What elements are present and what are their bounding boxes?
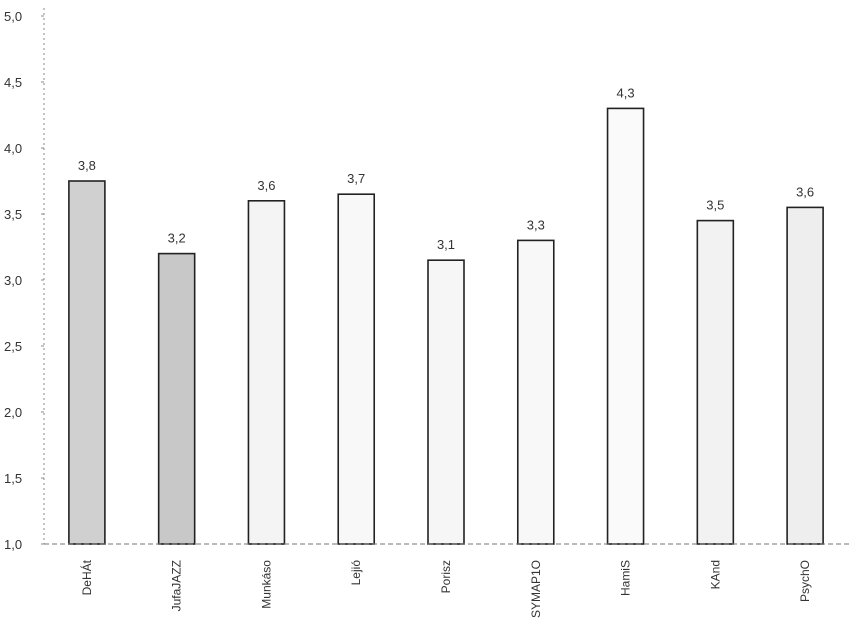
bar	[786, 206, 824, 545]
bar	[337, 193, 376, 545]
x-tick-label: Munkáso	[259, 560, 273, 609]
bars-group: 3,8 3,2 3,6 3,7 3,1 3,3 4,3 3,5 3,6	[68, 85, 824, 545]
data-label: 3,2	[168, 231, 186, 246]
bar	[68, 180, 106, 545]
data-label: 3,5	[706, 198, 724, 213]
data-label: 3,1	[437, 237, 455, 252]
data-label: 4,3	[617, 85, 635, 100]
x-tick-label: KAnd	[708, 560, 722, 589]
data-label: 3,6	[257, 178, 275, 193]
bar	[157, 252, 196, 545]
y-axis: 1,0 1,5 2,0 2,5 3,0 3,5 4,0 4,5 5,0	[4, 8, 45, 552]
data-label: 3,7	[347, 171, 365, 186]
y-tick-label: 3,0	[4, 273, 22, 288]
x-tick-label: SYMAP1O	[529, 560, 543, 618]
y-tick-label: 1,5	[4, 471, 22, 486]
y-tick-label: 3,5	[4, 207, 22, 222]
x-tick-label: PsychO	[798, 560, 812, 602]
bar	[427, 259, 465, 545]
y-tick-label: 2,5	[4, 339, 22, 354]
data-label: 3,8	[78, 158, 96, 173]
x-tick-label: JufaJAZZ	[170, 560, 184, 611]
y-tick-label: 4,5	[4, 75, 22, 90]
data-label: 3,3	[527, 217, 545, 232]
y-tick-label: 2,0	[4, 405, 22, 420]
bar	[696, 219, 735, 545]
y-tick-label: 1,0	[4, 537, 22, 552]
bar	[247, 200, 286, 545]
bar	[606, 107, 645, 545]
y-tick-label: 5,0	[4, 9, 22, 24]
x-tick-label: Lejió	[349, 560, 363, 586]
x-tick-label: Porisz	[439, 560, 453, 593]
x-tick-label: HamiS	[619, 560, 633, 596]
data-label: 3,6	[796, 184, 814, 199]
bar	[516, 239, 555, 545]
y-tick-label: 4,0	[4, 141, 22, 156]
x-tick-label: DeHÁt	[79, 559, 94, 595]
x-axis: DeHÁt JufaJAZZ Munkáso Lejió Porisz SYMAP1O Ha…	[44, 543, 852, 618]
